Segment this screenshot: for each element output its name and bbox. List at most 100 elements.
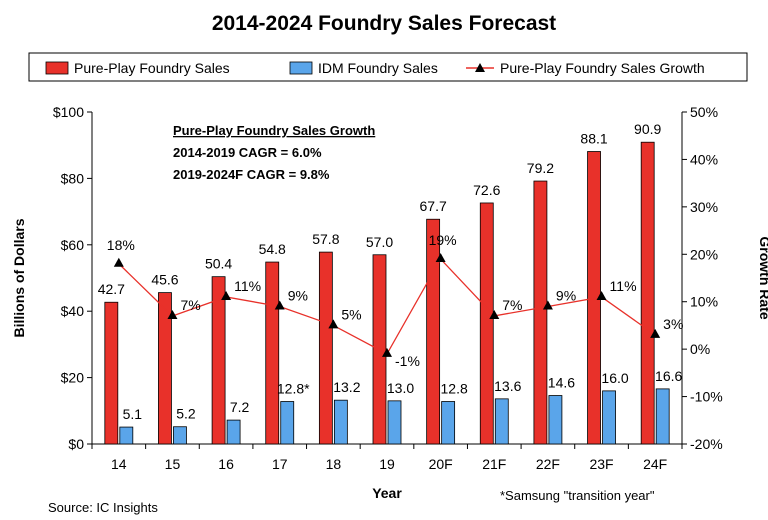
x-axis-title: Year bbox=[372, 485, 402, 501]
growth-marker bbox=[328, 319, 339, 329]
growth-data-label: 11% bbox=[234, 278, 261, 294]
y2-axis-title: Growth Rate bbox=[757, 236, 768, 319]
data-label-pure-play-foundry-sales: 42.7 bbox=[98, 281, 125, 297]
legend-swatch-pure-play-sales bbox=[45, 61, 69, 75]
data-label-idm-foundry-sales: 7.2 bbox=[230, 399, 250, 415]
data-label-idm-foundry-sales: 13.0 bbox=[387, 380, 414, 396]
y2-tick-label: 0% bbox=[690, 341, 710, 357]
data-label-idm-foundry-sales: 16.6 bbox=[655, 368, 682, 384]
growth-data-label: 3% bbox=[663, 316, 683, 332]
bar-idm-foundry-sales bbox=[226, 419, 241, 445]
legend-label-pure-play-sales: Pure-Play Foundry Sales bbox=[74, 60, 230, 76]
growth-data-label: 18% bbox=[107, 237, 135, 253]
data-label-pure-play-foundry-sales: 67.7 bbox=[420, 198, 447, 214]
bar-pure-play-foundry-sales bbox=[533, 180, 548, 445]
data-label-pure-play-foundry-sales: 57.0 bbox=[366, 234, 393, 250]
growth-data-label: 7% bbox=[180, 297, 200, 313]
cagr-annotation: Pure-Play Foundry Sales Growth 2014-2019… bbox=[173, 123, 375, 182]
bar-idm-foundry-sales bbox=[387, 400, 402, 445]
legend-frame bbox=[28, 52, 748, 82]
y2-tick-label: 10% bbox=[690, 294, 718, 310]
legend: Pure-Play Foundry Sales IDM Foundry Sale… bbox=[28, 52, 748, 82]
growth-marker bbox=[113, 257, 124, 267]
bar-pure-play-foundry-sales bbox=[158, 292, 172, 445]
y2-tick-label: -10% bbox=[690, 389, 723, 405]
x-tick-label: 15 bbox=[165, 456, 181, 472]
bar-pure-play-foundry-sales bbox=[426, 218, 441, 445]
data-label-idm-foundry-sales: 16.0 bbox=[601, 370, 628, 386]
bar-idm-foundry-sales bbox=[280, 401, 295, 445]
growth-marker bbox=[435, 253, 446, 263]
x-tick-label: 20F bbox=[429, 456, 453, 472]
footnote: *Samsung "transition year" bbox=[500, 488, 655, 503]
x-tick-label: 21F bbox=[482, 456, 506, 472]
y-tick-label: $60 bbox=[61, 237, 85, 253]
plot-area: $0 $20 $40 $60 $80 $100 -20% -10% 0% 10% 20% 30% 40%… bbox=[53, 104, 723, 472]
bar-idm-foundry-sales bbox=[333, 399, 348, 445]
y2-tick-label: 40% bbox=[690, 151, 718, 167]
y-tick-label: $0 bbox=[68, 436, 84, 452]
bar-idm-foundry-sales bbox=[119, 426, 134, 445]
x-tick-label: 17 bbox=[272, 456, 288, 472]
growth-marker bbox=[596, 290, 607, 300]
bar-pure-play-foundry-sales bbox=[318, 251, 333, 445]
cagr-line-1: 2014-2019 CAGR = 6.0% bbox=[173, 145, 322, 160]
y2-tick-label: 30% bbox=[690, 199, 718, 215]
x-tick-label: 24F bbox=[643, 456, 667, 472]
data-label-pure-play-foundry-sales: 54.8 bbox=[259, 241, 286, 257]
legend-label-growth: Pure-Play Foundry Sales Growth bbox=[500, 60, 705, 76]
legend-swatch-idm-sales bbox=[289, 61, 313, 75]
bar-idm-foundry-sales bbox=[173, 426, 187, 445]
x-tick-label: 14 bbox=[111, 456, 127, 472]
growth-marker bbox=[382, 347, 392, 357]
data-label-idm-foundry-sales: 5.1 bbox=[123, 406, 143, 422]
data-label-idm-foundry-sales: 12.8* bbox=[277, 381, 310, 397]
bar-pure-play-foundry-sales bbox=[211, 276, 226, 445]
x-tick-label: 22F bbox=[536, 456, 560, 472]
y-tick-label: $80 bbox=[61, 170, 85, 186]
y2-tick-label: 50% bbox=[690, 104, 718, 120]
x-tick-label: 16 bbox=[218, 456, 234, 472]
bar-pure-play-foundry-sales bbox=[479, 202, 494, 445]
growth-data-label: 5% bbox=[341, 306, 361, 322]
data-label-pure-play-foundry-sales: 90.9 bbox=[634, 121, 661, 137]
data-label-idm-foundry-sales: 13.6 bbox=[494, 378, 521, 394]
cagr-heading: Pure-Play Foundry Sales Growth bbox=[173, 123, 375, 138]
y-tick-label: $20 bbox=[61, 370, 85, 386]
bar-idm-foundry-sales bbox=[494, 398, 509, 445]
data-label-pure-play-foundry-sales: 57.8 bbox=[312, 231, 339, 247]
bar-idm-foundry-sales bbox=[602, 390, 616, 445]
growth-data-label: 11% bbox=[610, 278, 637, 294]
bar-idm-foundry-sales bbox=[655, 388, 670, 445]
cagr-line-2: 2019-2024F CAGR = 9.8% bbox=[173, 167, 330, 182]
growth-data-label: 19% bbox=[429, 232, 457, 248]
growth-data-label: 9% bbox=[556, 287, 576, 303]
legend-marker-growth bbox=[475, 63, 485, 72]
growth-data-label: -1% bbox=[395, 353, 420, 369]
growth-marker bbox=[221, 290, 232, 300]
data-label-idm-foundry-sales: 14.6 bbox=[548, 375, 575, 391]
source-note: Source: IC Insights bbox=[48, 500, 158, 515]
y-tick-label: $100 bbox=[53, 104, 84, 120]
y-axis-title: Billions of Dollars bbox=[11, 218, 27, 337]
x-tick-label: 19 bbox=[379, 456, 395, 472]
data-label-pure-play-foundry-sales: 79.2 bbox=[527, 160, 554, 176]
bar-idm-foundry-sales bbox=[548, 395, 563, 445]
data-label-pure-play-foundry-sales: 50.4 bbox=[205, 256, 232, 272]
growth-marker bbox=[542, 300, 553, 310]
y2-tick-label: -20% bbox=[690, 436, 723, 452]
growth-marker bbox=[489, 309, 500, 319]
growth-marker bbox=[650, 328, 661, 338]
chart-title: 2014-2024 Foundry Sales Forecast bbox=[212, 12, 556, 35]
growth-data-label: 7% bbox=[502, 297, 522, 313]
bar-pure-play-foundry-sales bbox=[640, 141, 655, 445]
growth-marker bbox=[167, 309, 178, 319]
y-tick-label: $40 bbox=[61, 303, 85, 319]
y2-tick-label: 20% bbox=[690, 246, 718, 262]
x-tick-label: 18 bbox=[326, 456, 342, 472]
legend-label-idm-sales: IDM Foundry Sales bbox=[318, 60, 438, 76]
data-label-idm-foundry-sales: 12.8 bbox=[441, 381, 468, 397]
growth-marker bbox=[274, 300, 285, 310]
bar-idm-foundry-sales bbox=[441, 401, 456, 445]
